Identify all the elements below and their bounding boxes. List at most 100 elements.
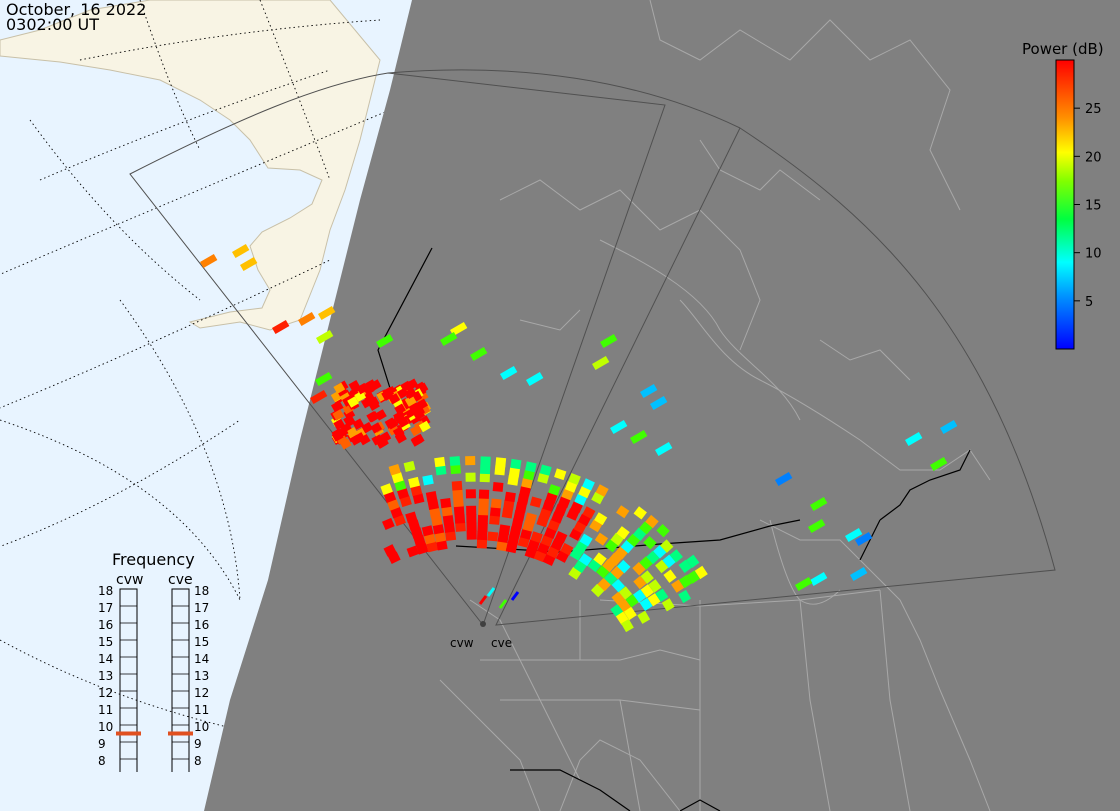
echo-cell bbox=[524, 547, 537, 559]
echo-cell bbox=[405, 387, 417, 400]
frequency-scale-label: 18 bbox=[194, 584, 209, 598]
echo-cell bbox=[413, 408, 426, 421]
frequency-marker bbox=[168, 731, 193, 736]
echo-cell bbox=[403, 460, 416, 472]
echo-cell bbox=[633, 506, 647, 520]
daylight-landmass bbox=[0, 0, 381, 331]
echo-cell bbox=[416, 543, 429, 555]
frequency-panel: Frequency cvw cve 1817161514131211109818… bbox=[98, 550, 209, 772]
echo-cell bbox=[794, 577, 813, 592]
frequency-scale-label: 17 bbox=[98, 601, 113, 615]
echo-cell bbox=[331, 400, 344, 413]
frequency-scale-label: 11 bbox=[194, 703, 209, 717]
echo-cell bbox=[520, 528, 533, 540]
echo-cell bbox=[661, 598, 675, 612]
echo-cell bbox=[560, 542, 574, 556]
echo-cell bbox=[394, 479, 407, 492]
echo-cell bbox=[519, 485, 531, 497]
echo-cell bbox=[507, 475, 519, 486]
radar-label-cve: cve bbox=[491, 636, 512, 650]
echo-cell bbox=[653, 544, 667, 559]
echo-cell bbox=[517, 493, 529, 505]
echo-cell bbox=[527, 539, 540, 551]
echo-vector bbox=[498, 599, 508, 609]
colorbar-tick-label: 25 bbox=[1085, 102, 1102, 117]
frequency-title: Frequency bbox=[112, 550, 195, 569]
echo-cell bbox=[592, 356, 610, 371]
echo-cell bbox=[523, 469, 535, 481]
echo-cell bbox=[368, 399, 380, 411]
frequency-scale-label: 9 bbox=[194, 737, 202, 751]
echo-cell bbox=[465, 489, 476, 499]
echo-cell bbox=[608, 552, 622, 566]
radar-echoes bbox=[200, 244, 958, 633]
echo-cell bbox=[545, 492, 558, 504]
echo-cell bbox=[309, 390, 328, 405]
echo-cell bbox=[568, 473, 581, 486]
echo-cell bbox=[478, 497, 489, 508]
echo-cell bbox=[477, 514, 489, 524]
echo-cell bbox=[453, 505, 465, 516]
echo-cell bbox=[382, 517, 395, 531]
echo-cell bbox=[496, 540, 508, 552]
echo-cell bbox=[333, 382, 346, 394]
time-label: 0302:00 UT bbox=[6, 15, 100, 34]
echo-cell bbox=[507, 534, 520, 546]
echo-cell bbox=[344, 415, 356, 428]
echo-cell bbox=[476, 539, 488, 549]
frequency-scale-label: 16 bbox=[194, 618, 209, 632]
echo-cell bbox=[645, 514, 659, 529]
echo-cell bbox=[442, 514, 454, 525]
echo-cell bbox=[429, 507, 441, 519]
frequency-scale-label: 14 bbox=[194, 652, 209, 666]
echo-cell bbox=[356, 383, 369, 395]
echo-cell bbox=[524, 512, 537, 524]
echo-cell bbox=[489, 506, 501, 517]
echo-cell bbox=[392, 426, 405, 438]
echo-vector bbox=[486, 587, 496, 597]
echo-cell bbox=[637, 610, 651, 624]
echo-cell bbox=[604, 539, 619, 553]
echo-cell bbox=[633, 589, 647, 603]
echo-cell bbox=[611, 591, 625, 606]
echo-cell bbox=[614, 546, 628, 560]
echo-cell bbox=[616, 505, 630, 519]
echo-cell bbox=[655, 442, 673, 457]
echo-cell bbox=[494, 465, 506, 476]
echo-cell bbox=[655, 559, 669, 574]
echo-cell bbox=[604, 571, 618, 586]
echo-cell bbox=[489, 514, 500, 525]
echo-cell bbox=[686, 570, 700, 584]
echo-cell bbox=[452, 489, 464, 499]
echo-cell bbox=[640, 570, 654, 584]
echo-cell bbox=[810, 572, 828, 587]
echo-cell bbox=[375, 334, 394, 349]
echo-cell bbox=[573, 560, 587, 574]
frequency-scale-label: 13 bbox=[194, 669, 209, 683]
echo-cell bbox=[530, 531, 543, 543]
echo-cell bbox=[297, 312, 316, 327]
echo-cell bbox=[380, 483, 393, 496]
echo-cell bbox=[539, 464, 552, 476]
echo-cell bbox=[643, 536, 657, 550]
echo-cell bbox=[582, 478, 595, 491]
echo-cell bbox=[656, 524, 670, 538]
frequency-scale-label: 8 bbox=[194, 754, 202, 768]
echo-cell bbox=[650, 396, 668, 411]
echo-cell bbox=[775, 472, 793, 487]
echo-cell bbox=[425, 491, 438, 502]
echo-cell bbox=[626, 533, 641, 548]
echo-cell bbox=[905, 432, 923, 447]
echo-cell bbox=[315, 330, 334, 345]
echo-cell bbox=[479, 472, 490, 483]
echo-vector bbox=[510, 591, 520, 601]
echo-cell bbox=[542, 499, 555, 512]
echo-cell bbox=[396, 487, 410, 500]
echo-cell bbox=[508, 467, 521, 478]
power-colorbar: Power (dB) 25 20 15 10 5 bbox=[1022, 40, 1104, 350]
echo-cell bbox=[388, 463, 401, 476]
echo-cell bbox=[630, 430, 648, 445]
echo-vector bbox=[478, 595, 488, 605]
echo-cell bbox=[694, 565, 708, 580]
echo-cell bbox=[423, 533, 436, 545]
